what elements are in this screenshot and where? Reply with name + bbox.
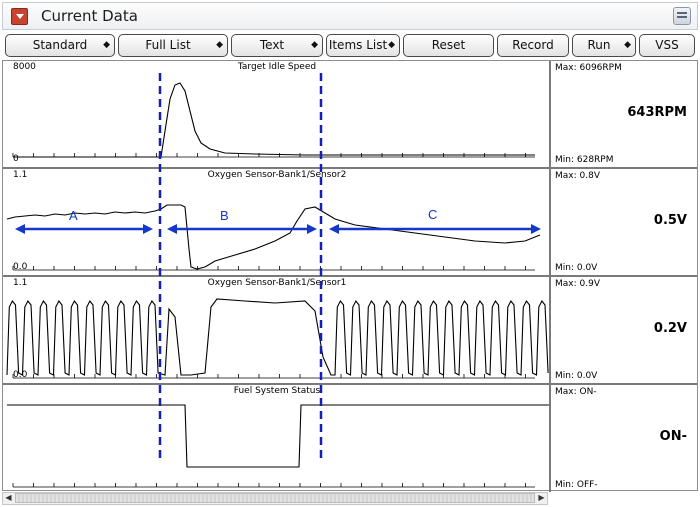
- window-options-icon[interactable]: [673, 7, 691, 25]
- graph-panel: Target Idle Speed 8000 0 Max: 6096RPM 64…: [2, 60, 698, 492]
- y-min-label: 0.0: [13, 370, 28, 380]
- reset-min-max-button[interactable]: Reset Min.Max.: [403, 34, 494, 73]
- annotation-overlay: A B C: [15, 73, 541, 463]
- scroll-thumb[interactable]: [15, 493, 535, 503]
- title-bar: Current Data: [2, 2, 698, 30]
- run-select[interactable]: Run ◆: [572, 34, 636, 57]
- min-value: Min: 0.0V: [555, 371, 598, 381]
- graph-area: Target Idle Speed 8000 0: [5, 61, 549, 167]
- spinner-icon: ◆: [388, 40, 395, 50]
- spinner-icon: ◆: [216, 40, 223, 50]
- scroll-left-icon[interactable]: ◀: [5, 493, 12, 502]
- max-value: Max: 0.9V: [555, 279, 600, 289]
- spinner-icon: ◆: [311, 40, 318, 50]
- graph-row-fuel-system-status: Fuel System Status Max: ON- ON- Min: OFF…: [3, 385, 697, 492]
- y-min-label: 0.0: [13, 262, 28, 272]
- view-type-label: Text: [259, 38, 285, 52]
- graph-row-o2-sensor-2: Oxygen Sensor-Bank1/Sensor2 1.1 0.0 Max:…: [3, 169, 697, 277]
- current-value: 0.5V: [653, 213, 687, 228]
- graph-info: Max: ON- ON- Min: OFF-: [549, 385, 697, 492]
- graph-info: Max: 6096RPM 643RPM Min: 628RPM: [549, 61, 697, 167]
- trace-o2-sensor-1: [6, 298, 549, 379]
- vss-label: VSS: [655, 38, 679, 52]
- graph-area: Oxygen Sensor-Bank1/Sensor2 1.1 0.0: [5, 169, 549, 275]
- max-value: Max: 6096RPM: [555, 63, 622, 73]
- trace-o2-sensor-2: [6, 204, 541, 271]
- graph-title: Oxygen Sensor-Bank1/Sensor2: [207, 170, 347, 180]
- toolbar: Standard Display ◆ Full List ◆ Text ◆ It…: [2, 32, 698, 73]
- record-button[interactable]: Record: [497, 34, 569, 57]
- list-mode-label: Full List: [145, 38, 191, 52]
- graph-title: Target Idle Speed: [237, 62, 317, 72]
- graph-row-target-idle-speed: Target Idle Speed 8000 0 Max: 6096RPM 64…: [3, 61, 697, 169]
- y-max-label: 1.1: [13, 278, 28, 288]
- current-value: 643RPM: [627, 105, 687, 120]
- label-b: B: [220, 208, 229, 223]
- min-value: Min: OFF-: [555, 480, 598, 490]
- y-min-label: 0: [13, 154, 19, 164]
- graph-info: Max: 0.9V 0.2V Min: 0.0V: [549, 277, 697, 383]
- min-value: Min: 628RPM: [555, 155, 614, 165]
- vss-button[interactable]: VSS: [639, 34, 695, 57]
- graph-area: Oxygen Sensor-Bank1/Sensor1 1.1 0.0: [5, 277, 549, 383]
- graph-row-o2-sensor-1: Oxygen Sensor-Bank1/Sensor1 1.1 0.0 Max:…: [3, 277, 697, 385]
- display-mode-select[interactable]: Standard Display ◆: [5, 34, 115, 73]
- window-title: Current Data: [41, 7, 138, 25]
- label-a: A: [69, 208, 78, 223]
- list-mode-select[interactable]: Full List ◆: [118, 34, 228, 57]
- trace-fuel-system-status: [7, 404, 549, 488]
- spinner-icon: ◆: [103, 40, 110, 50]
- graph-title: Oxygen Sensor-Bank1/Sensor1: [207, 278, 347, 288]
- items-list-select[interactable]: Items List ◆: [326, 34, 400, 57]
- record-label: Record: [512, 38, 554, 52]
- window-menu-icon[interactable]: [11, 8, 28, 25]
- graph-area: Fuel System Status: [5, 385, 549, 492]
- trace-target-idle-speed: [12, 82, 535, 158]
- max-value: Max: 0.8V: [555, 171, 600, 181]
- current-value: 0.2V: [653, 321, 687, 336]
- scroll-right-icon[interactable]: ▶: [538, 493, 545, 502]
- label-c: C: [428, 207, 437, 222]
- view-type-select[interactable]: Text ◆: [231, 34, 323, 57]
- spinner-icon: ◆: [624, 40, 631, 50]
- max-value: Max: ON-: [555, 387, 597, 397]
- current-value: ON-: [659, 429, 687, 444]
- y-max-label: 8000: [13, 62, 36, 72]
- y-max-label: 1.1: [13, 170, 28, 180]
- items-list-label: Items List: [328, 38, 388, 52]
- min-value: Min: 0.0V: [555, 263, 598, 273]
- graph-info: Max: 0.8V 0.5V Min: 0.0V: [549, 169, 697, 275]
- run-label: Run: [587, 38, 611, 52]
- graph-title: Fuel System Status: [233, 386, 321, 396]
- horizontal-scrollbar[interactable]: ◀ ▶: [2, 492, 698, 505]
